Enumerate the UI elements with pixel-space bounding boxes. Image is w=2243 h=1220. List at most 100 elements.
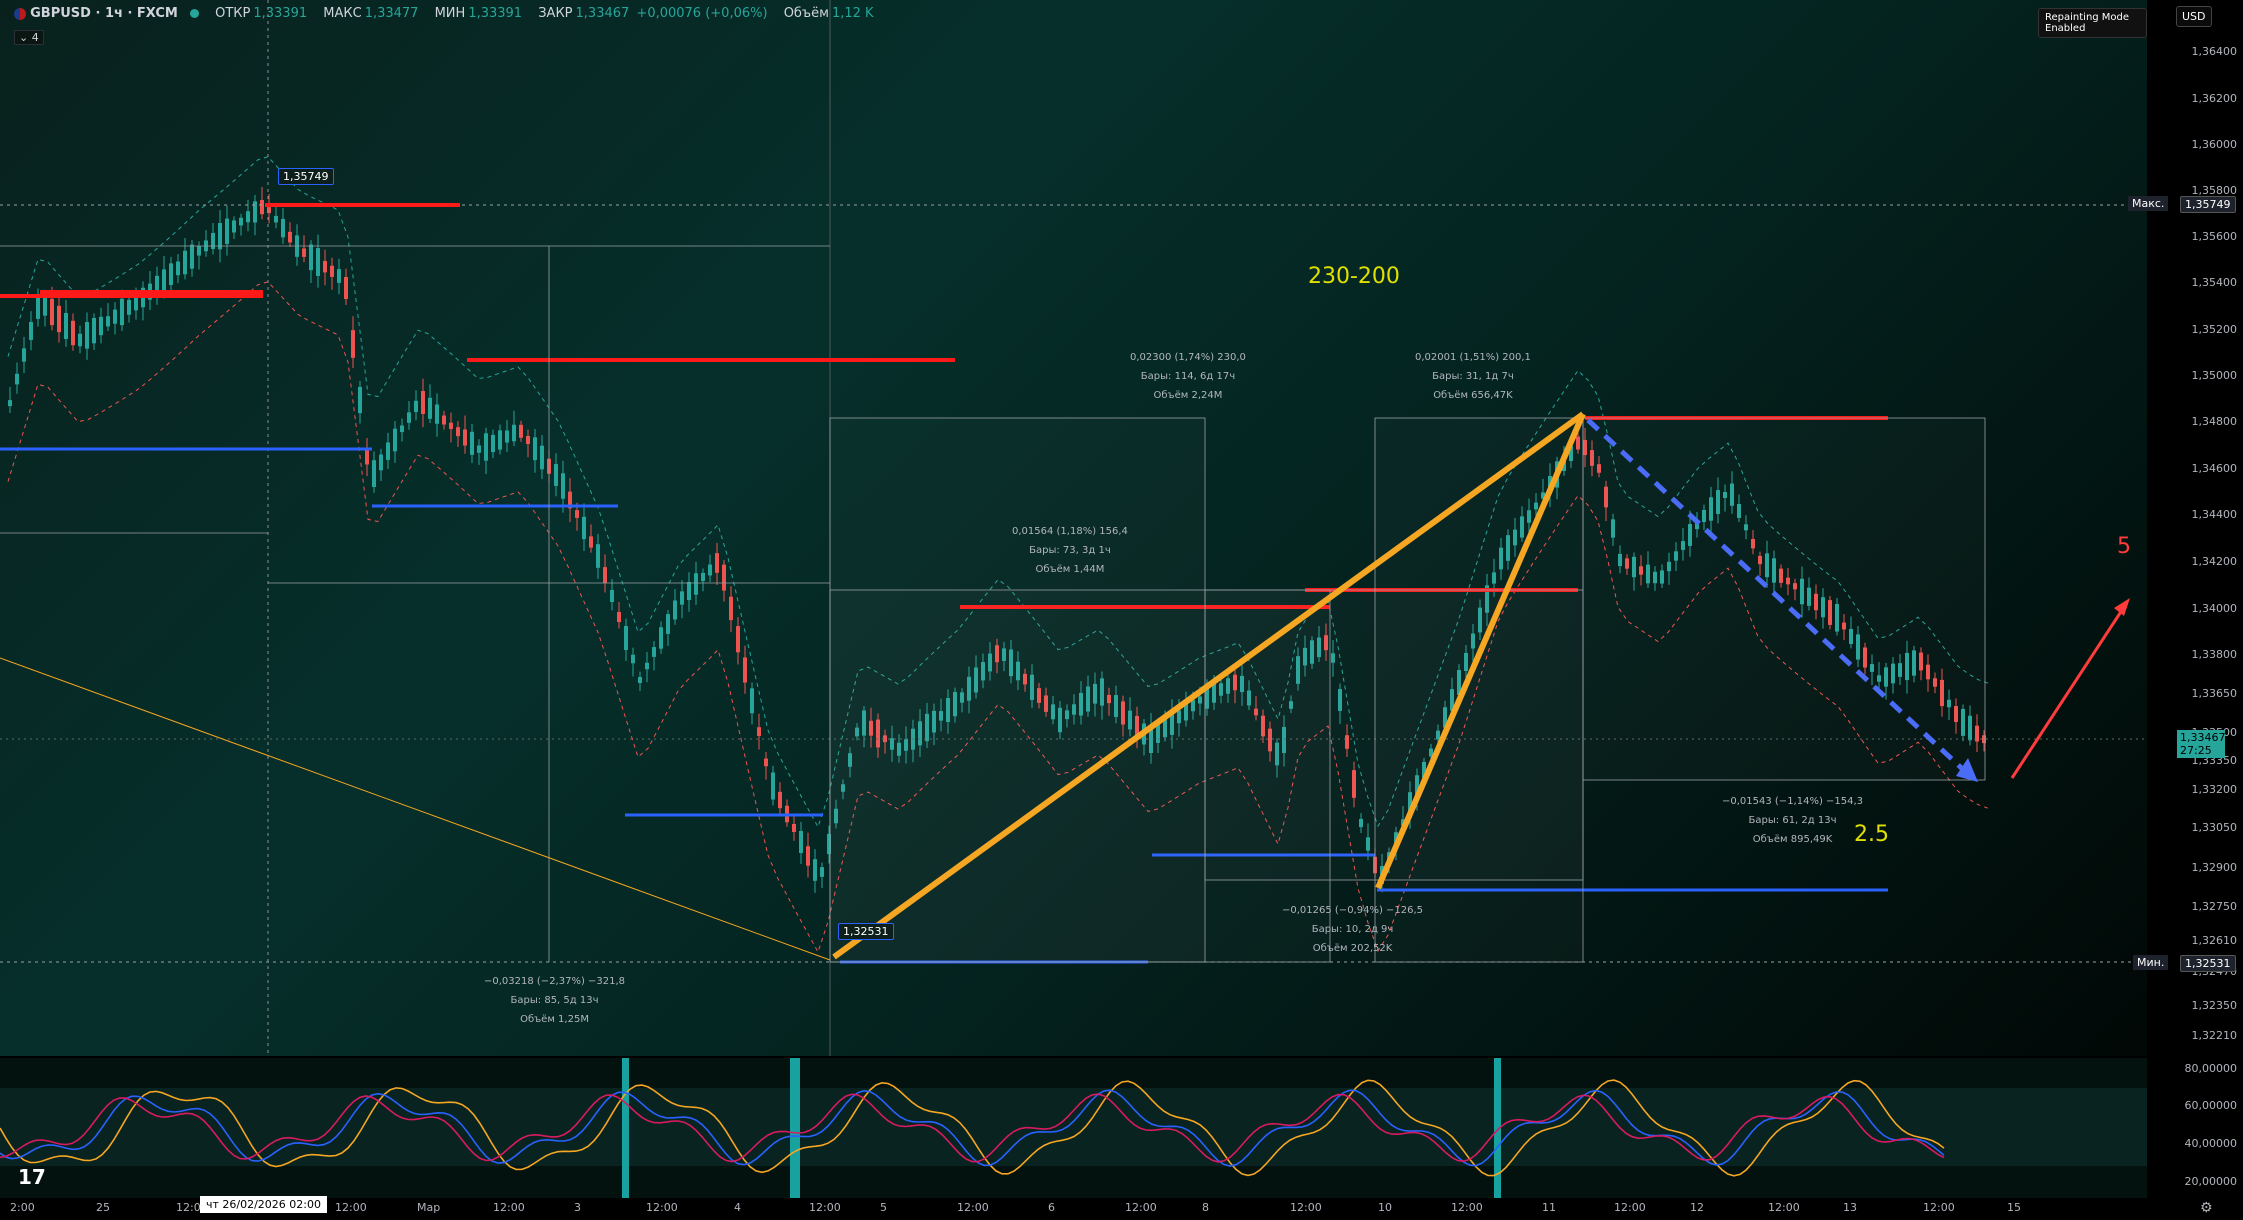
candle-body (281, 218, 285, 238)
candle-body (365, 447, 369, 465)
candle-body (1828, 600, 1832, 625)
candle-body (701, 572, 705, 582)
candle-body (1891, 663, 1895, 684)
candle-body (1261, 715, 1265, 737)
candle-body (694, 573, 698, 595)
candle-body (43, 294, 47, 316)
candle-body (1821, 597, 1825, 618)
candle-body (813, 859, 817, 881)
candle-body (1905, 652, 1909, 681)
candle-body (1247, 690, 1251, 706)
candle-body (337, 269, 341, 283)
candle-body (309, 244, 313, 271)
candle-body (1317, 637, 1321, 658)
candle-body (1744, 524, 1748, 531)
candle-body (1121, 701, 1125, 725)
time-tick: 12:00 (646, 1201, 678, 1214)
price-axis[interactable]: USD 1,36400 1,36200 1,36000 1,35800 1,35600 1… (2147, 0, 2243, 1220)
candle-body (1940, 679, 1944, 707)
candle-body (778, 791, 782, 809)
candle-body (134, 295, 138, 311)
candle-body (596, 544, 600, 568)
time-tick: 4 (734, 1201, 741, 1214)
candle-body (232, 220, 236, 233)
candle-body (1639, 566, 1643, 575)
candle-body (400, 425, 404, 433)
candle-body (1086, 686, 1090, 712)
candle-body (1779, 568, 1783, 583)
repainting-mode-badge[interactable]: Repainting Mode Enabled (2038, 8, 2147, 38)
price-tick: 1,33650 (2191, 687, 2238, 700)
price-chart-canvas[interactable] (0, 0, 2147, 1056)
upper-envelope (7, 156, 1989, 829)
oscillator-canvas[interactable] (0, 1058, 2147, 1198)
candle-body (190, 244, 194, 269)
candle-body (1443, 707, 1447, 728)
candle-body (99, 316, 103, 336)
candle-body (1359, 818, 1363, 828)
gear-icon[interactable]: ⚙ (2200, 1200, 2213, 1216)
price-tick: 1,35400 (2191, 276, 2238, 289)
candle-body (449, 422, 453, 429)
candle-body (1233, 674, 1237, 691)
time-tick: 15 (2007, 1201, 2021, 1214)
candle-body (1156, 724, 1160, 743)
price-tick: 1,34000 (2191, 602, 2238, 615)
candle-body (554, 464, 558, 486)
time-axis[interactable]: 2:002512:002712:00Мар12:00312:00412:0051… (0, 1198, 2147, 1220)
candle-body (526, 435, 530, 445)
candle-body (1065, 710, 1069, 720)
candle-body (981, 662, 985, 681)
measure-box (829, 589, 1331, 963)
min-label: Мин. (2133, 955, 2169, 970)
price-tick: 1,34800 (2191, 415, 2238, 428)
candle-body (274, 215, 278, 223)
candle-body (806, 846, 810, 866)
candle-body (1030, 674, 1034, 700)
candle-body (1597, 464, 1601, 473)
max-value-tag: 1,35749 (2180, 196, 2236, 213)
candle-body (988, 653, 992, 672)
oscillator-line-orange (0, 1079, 1945, 1177)
oscillator-pane[interactable]: 17 (0, 1058, 2147, 1198)
indicators-collapse-button[interactable]: ⌄ 4 (14, 30, 44, 45)
annotation-5: 5 (2117, 534, 2131, 559)
time-tick: 12:00 (1125, 1201, 1157, 1214)
time-tick: 12:00 (493, 1201, 525, 1214)
candle-body (421, 390, 425, 415)
arrow-head (1956, 758, 1978, 782)
candle-body (267, 207, 271, 214)
candle-body (218, 223, 222, 250)
candle-body (1205, 684, 1209, 709)
candle-body (1590, 450, 1594, 466)
candle-body (92, 318, 96, 344)
currency-button[interactable]: USD (2176, 6, 2212, 27)
tradingview-logo-icon[interactable]: 17 (18, 1165, 46, 1189)
candle-body (1345, 735, 1349, 749)
candle-body (1835, 603, 1839, 632)
candle-body (631, 654, 635, 664)
candle-body (1961, 708, 1965, 736)
candle-body (155, 275, 159, 296)
candle-body (1709, 497, 1713, 521)
candle-body (960, 692, 964, 703)
symbol-title[interactable]: GBPUSD · 1ч · FXCM (30, 6, 178, 21)
candle-body (869, 720, 873, 736)
candle-body (1366, 837, 1370, 851)
candle-body (36, 294, 40, 319)
candle-body (1331, 653, 1335, 663)
candle-body (176, 261, 180, 276)
measure-label-3: 0,01564 (1,18%) 156,4 Бары: 73, 3д 1ч Объё… (1012, 526, 1128, 575)
price-chart-pane[interactable]: GBPUSD · 1ч · FXCM ОТКР 1,33391 МАКС 1,334… (0, 0, 2147, 1056)
bar-countdown: 27:25 (2180, 744, 2212, 757)
time-tick: 10 (1378, 1201, 1392, 1214)
candle-body (1506, 535, 1510, 561)
candle-body (1450, 689, 1454, 711)
price-tick: 1,34400 (2191, 508, 2238, 521)
candle-body (1646, 564, 1650, 584)
candle-body (71, 320, 75, 346)
oscillator-line-red (0, 1093, 1945, 1163)
candle-body (1198, 696, 1202, 704)
candle-body (1772, 558, 1776, 583)
candle-body (799, 830, 803, 854)
